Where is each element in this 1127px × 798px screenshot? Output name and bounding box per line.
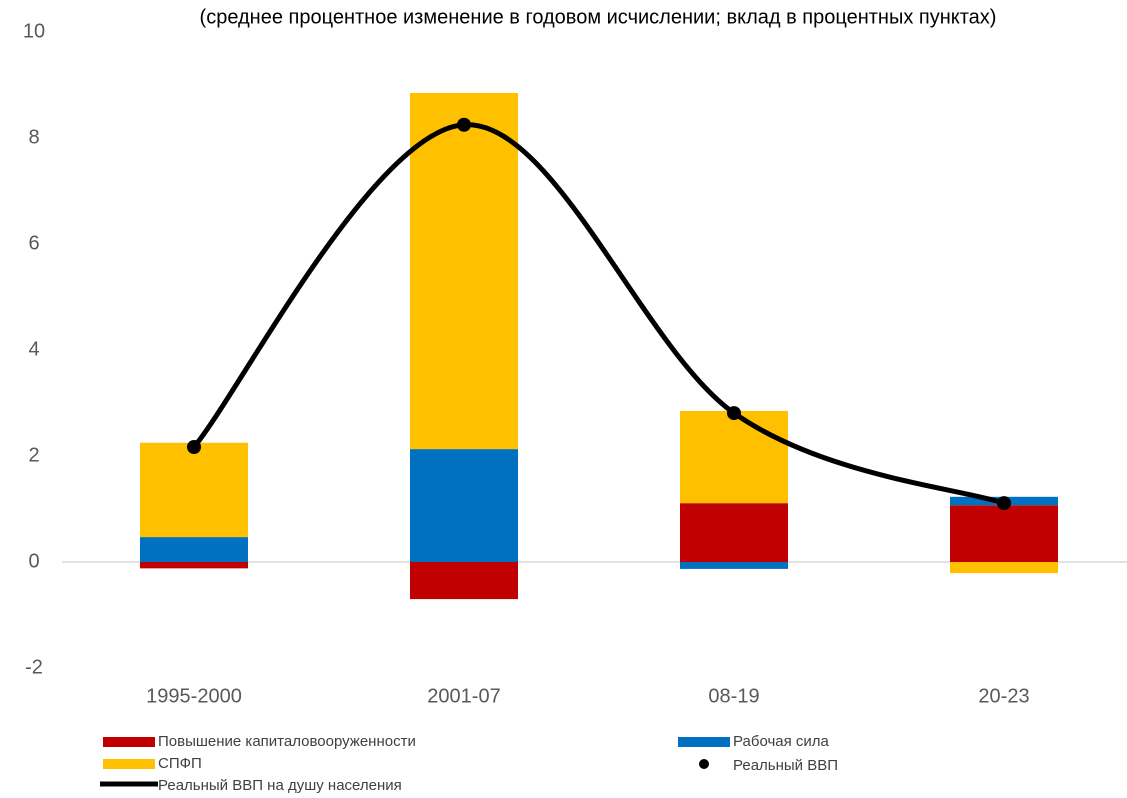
legend-swatch [103,737,155,747]
bar [680,562,788,569]
y-tick-label: 2 [28,444,39,466]
y-tick-label: 4 [28,338,39,360]
x-tick-label: 20-23 [978,685,1029,707]
y-tick-label: 6 [28,232,39,254]
legend-label: СПФП [158,755,202,772]
bar [140,442,248,538]
legend-label: Реальный ВВП на душу населения [158,777,402,794]
bar [950,562,1058,574]
bar [410,449,518,562]
legend-swatch [103,759,155,769]
x-tick-label: 1995-2000 [146,685,242,707]
point [727,406,741,421]
bar [140,562,248,569]
legend-swatch [699,759,709,769]
legend-label: Рабочая сила [733,733,830,750]
legend-label: Реальный ВВП [733,757,838,774]
y-tick-label: -2 [25,656,43,678]
y-tick-label: 10 [23,20,45,42]
chart-title: (среднее процентное изменение в годовом … [200,6,997,28]
point [457,117,471,132]
bar [410,92,518,450]
bar [410,562,518,600]
bar [680,503,788,562]
bar [140,537,248,562]
bar [680,410,788,504]
y-tick-label: 0 [28,550,39,572]
x-tick-label: 2001-07 [427,685,500,707]
bar [950,505,1058,562]
point [187,439,201,454]
legend-label: Повышение капиталовооруженности [158,733,416,750]
point [997,496,1011,511]
x-tick-label: 08-19 [708,685,759,707]
line [192,122,1005,506]
y-tick-label: 8 [28,126,39,148]
legend-swatch [678,737,730,747]
